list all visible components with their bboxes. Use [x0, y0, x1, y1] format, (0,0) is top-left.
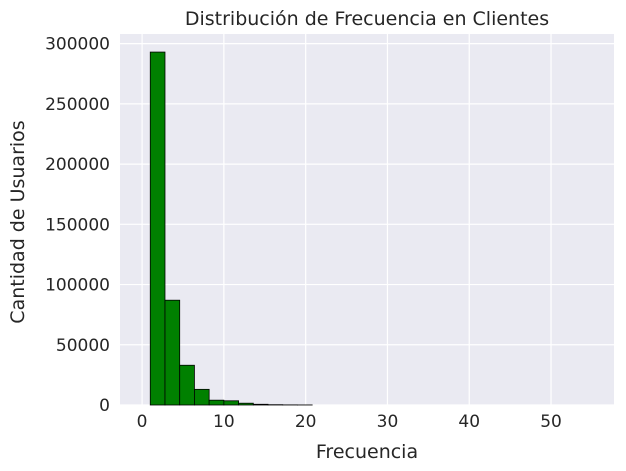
histogram-bar — [194, 388, 210, 406]
histogram-bar — [149, 51, 166, 406]
y-tick-label: 150000 — [45, 215, 110, 235]
x-tick-label: 40 — [458, 412, 480, 432]
y-axis-label: Cantidad de Usuarios — [7, 120, 29, 323]
histogram-bar — [252, 403, 269, 406]
bars — [149, 51, 313, 406]
x-tick-label: 30 — [377, 412, 399, 432]
histogram-bar — [238, 402, 254, 406]
x-tick-label: 20 — [295, 412, 317, 432]
y-tick-label: 0 — [99, 396, 110, 416]
y-tick-label: 50000 — [56, 336, 110, 356]
y-tick-label: 250000 — [45, 95, 110, 115]
y-tick-label: 100000 — [45, 276, 110, 296]
histogram-bar — [208, 399, 225, 406]
histogram-bar — [223, 400, 239, 406]
grid-lines — [120, 34, 614, 406]
x-tick-label: 50 — [540, 412, 562, 432]
x-axis-label: Frecuencia — [316, 441, 418, 463]
x-tick-label: 10 — [213, 412, 235, 432]
x-tick-label: 0 — [137, 412, 148, 432]
histogram-bar — [164, 299, 181, 406]
chart-title: Distribución de Frecuencia en Clientes — [185, 8, 549, 30]
y-tick-label: 200000 — [45, 155, 110, 175]
histogram-bar — [179, 364, 195, 406]
tick-labels: 0 10 20 30 40 50 0 50000 100000 150000 200000 25000… — [45, 35, 562, 432]
plot-area — [120, 34, 614, 405]
y-tick-label: 300000 — [45, 35, 110, 55]
